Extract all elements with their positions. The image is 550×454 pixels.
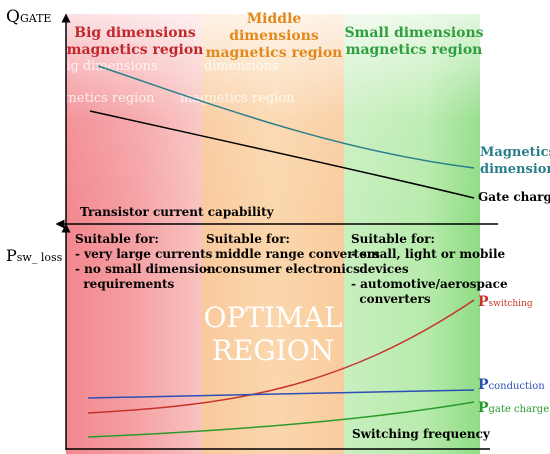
- gate-charge-curve: [89, 110, 475, 199]
- transistor-label: Transistor current capability: [80, 205, 275, 219]
- gate-loss-label: Pgate charge: [478, 400, 549, 416]
- big-suitable-title: Suitable for:: [75, 232, 159, 246]
- optimal-line-2: REGION: [212, 334, 334, 367]
- middle-suitable-title: Suitable for:: [206, 232, 290, 246]
- big-suitable-item-2: - no small dimension: [75, 262, 216, 276]
- big-region-title-2: magnetics region: [67, 42, 204, 58]
- conduction-curve: [87, 389, 475, 399]
- ghost-text-2: magnetics region: [40, 91, 155, 106]
- small-suitable-title: Suitable for:: [351, 232, 435, 246]
- bottom-y-label: Psw_ loss: [6, 246, 63, 265]
- optimal-line-1: OPTIMAL: [203, 301, 342, 334]
- switching-label: Pswitching: [478, 294, 533, 310]
- gate-charge-label: Gate charge: [478, 190, 550, 204]
- big-suitable-item-1: - very large currents: [75, 247, 213, 261]
- top-fade-overlay: [66, 14, 480, 224]
- small-suitable-item-4: converters: [351, 292, 431, 306]
- magnetics-label-1: Magnetics: [480, 145, 550, 160]
- big-region-title-1: Big dimensions: [74, 25, 196, 41]
- middle-region-title-3: magnetics region: [206, 45, 343, 61]
- x-axis-label: Switching frequency: [352, 427, 491, 441]
- ghost-text-3: dimensions: [204, 59, 279, 74]
- small-suitable-item-2: devices: [351, 262, 409, 276]
- small-region-title-1: Small dimensions: [344, 25, 483, 41]
- top-y-label: QGATE: [6, 7, 51, 27]
- magnetics-curve: [97, 65, 475, 169]
- conduction-label: Pconduction: [478, 377, 545, 393]
- switching-curve: [87, 299, 475, 414]
- gate-loss-curve: [87, 401, 475, 438]
- middle-suitable-item-1: - middle range converters: [206, 247, 380, 261]
- big-suitable-item-3: requirements: [75, 277, 175, 291]
- middle-region-title-2: dimensions: [229, 28, 319, 44]
- middle-region-title-1: Middle: [247, 11, 302, 27]
- ghost-text-4: magnetics region: [180, 91, 295, 106]
- middle-suitable-item-2: - consumer electronics: [206, 262, 360, 276]
- small-region-title-2: magnetics region: [346, 42, 483, 58]
- small-suitable-item-1: - small, light or mobile: [351, 247, 506, 261]
- small-suitable-item-3: - automotive/aerospace: [351, 277, 508, 291]
- ghost-text-1: big dimensions: [58, 59, 158, 74]
- magnetics-label-2: dimension: [480, 162, 550, 177]
